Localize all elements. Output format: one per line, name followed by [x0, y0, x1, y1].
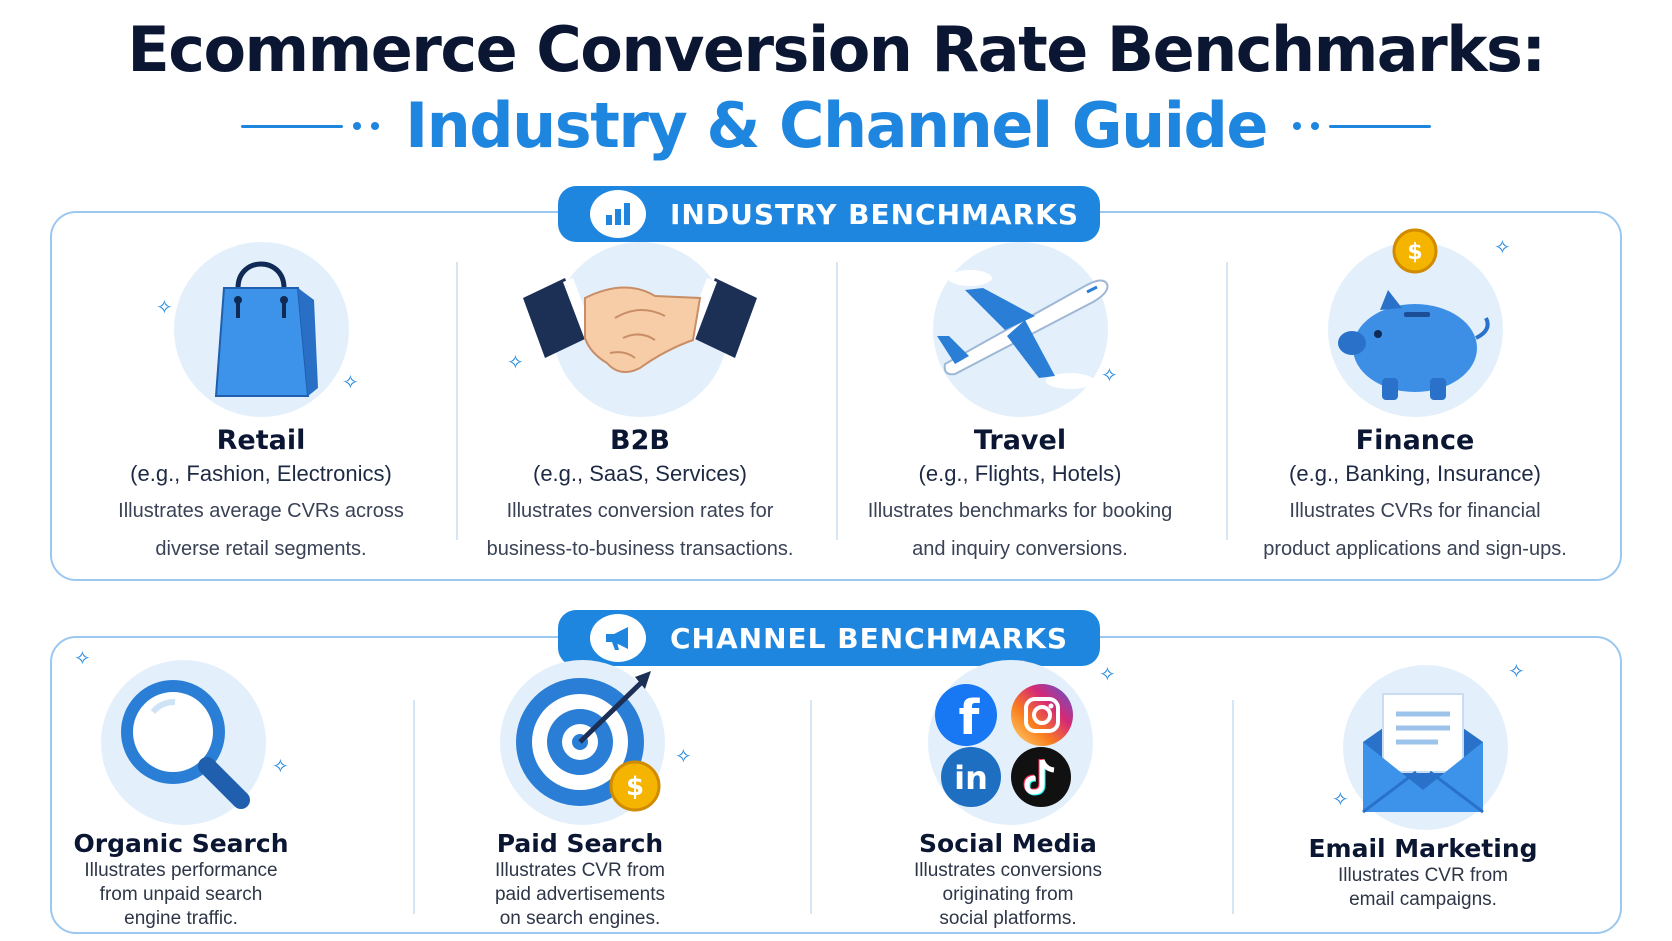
magnifying-glass-icon [121, 680, 250, 809]
ornament-dot [1310, 122, 1319, 130]
channel-description-line: originating from [942, 884, 1074, 905]
megaphone-icon [590, 614, 646, 662]
industry-description-line: Illustrates conversion rates for [506, 500, 774, 522]
channel-name: Organic Search [73, 829, 289, 858]
industry-description-line: business-to-business transactions. [486, 538, 794, 560]
target-icon [516, 671, 651, 806]
sparkle-icon: ✧ [1099, 664, 1116, 686]
sparkle-icon: ✧ [1332, 789, 1349, 811]
column-divider [1226, 262, 1228, 540]
industry-card-b2b: ✧ B2B (e.g., SaaS, Services) Illustrates… [450, 238, 830, 568]
sparkle-icon: ✧ [675, 746, 692, 768]
industry-examples: (e.g., Fashion, Electronics) [130, 461, 392, 486]
ornament-dot [371, 122, 380, 130]
channel-description-line: Illustrates CVR from [495, 860, 665, 881]
sparkle-icon: ✧ [272, 756, 289, 778]
industry-description-line: and inquiry conversions. [912, 538, 1128, 560]
coin-symbol: $ [1407, 240, 1422, 265]
sparkle-icon: ✧ [156, 297, 173, 319]
sparkle-icon: ✧ [507, 352, 524, 374]
column-divider [456, 262, 458, 540]
industry-examples: (e.g., Banking, Insurance) [1289, 461, 1541, 486]
channel-name: Paid Search [496, 829, 664, 858]
industry-examples: (e.g., Flights, Hotels) [918, 461, 1122, 486]
sparkle-icon: ✧ [342, 372, 359, 394]
channel-section-header: CHANNEL BENCHMARKS [558, 610, 1100, 666]
channel-section-label: CHANNEL BENCHMARKS [670, 621, 1069, 655]
channel-description-line: engine traffic. [124, 908, 238, 929]
ornament-line [1328, 124, 1431, 128]
industry-examples: (e.g., SaaS, Services) [533, 461, 747, 486]
industry-description-line: diverse retail segments. [155, 538, 367, 560]
facebook-icon: f [935, 684, 997, 746]
industry-card-travel: ✧ Travel (e.g., Flights, Hotels) Illustr… [830, 238, 1210, 568]
instagram-icon [1011, 684, 1073, 746]
page-title: Ecommerce Conversion Rate Benchmarks: [127, 13, 1546, 86]
airplane-icon [937, 270, 1109, 389]
handshake-icon [523, 278, 757, 373]
ornament-dot [353, 122, 362, 130]
channel-card-email-marketing: ✧ ✧ Email Marketing Illustrates CVR from… [1258, 662, 1588, 934]
linkedin-glyph: in [954, 759, 988, 797]
linkedin-icon: in [941, 747, 1001, 807]
industry-description-line: Illustrates benchmarks for booking [867, 500, 1173, 522]
column-divider [836, 262, 838, 540]
industry-name: Retail [216, 425, 306, 456]
channel-name: Social Media [919, 829, 1097, 858]
channel-description-line: Illustrates CVR from [1338, 865, 1508, 886]
left-ornament [241, 122, 380, 130]
shopping-bag-icon [214, 261, 318, 397]
piggy-bank-icon [1338, 290, 1490, 400]
industry-description-line: product applications and sign-ups. [1263, 538, 1567, 560]
sparkle-icon: ✧ [74, 648, 91, 670]
coin-icon: $ [1392, 228, 1438, 274]
channel-card-social-media: f in ✧ Social Media Illustrates conversi… [843, 657, 1173, 929]
ornament-line [241, 124, 344, 128]
channel-description-line: from unpaid search [99, 884, 263, 905]
industry-section-label: INDUSTRY BENCHMARKS [670, 197, 1079, 231]
column-divider [810, 700, 812, 914]
channel-description-line: Illustrates conversions [914, 860, 1102, 881]
channel-description-line: paid advertisements [494, 884, 666, 905]
channel-description-line: Illustrates performance [84, 860, 278, 881]
coin-icon: $ [609, 760, 661, 812]
coin-symbol: $ [626, 772, 644, 802]
channel-card-organic-search: ✧ ✧ Organic Search Illustrates performan… [16, 649, 346, 929]
industry-card-finance: $ ✧ Finance (e.g., Banking, Insurance) I… [1225, 228, 1605, 568]
industry-description-line: Illustrates CVRs for financial [1289, 500, 1541, 522]
bar-chart-icon [590, 190, 646, 238]
tiktok-icon [1011, 747, 1071, 807]
channel-description-line: social platforms. [939, 908, 1077, 929]
channel-name: Email Marketing [1308, 834, 1538, 863]
industry-name: Finance [1355, 425, 1475, 456]
industry-name: Travel [973, 425, 1067, 456]
sparkle-icon: ✧ [1508, 661, 1525, 683]
channel-card-paid-search: $ ✧ Paid Search Illustrates CVR from pai… [415, 657, 745, 929]
sparkle-icon: ✧ [1494, 237, 1511, 259]
industry-name: B2B [610, 425, 670, 456]
column-divider [1232, 700, 1234, 914]
right-ornament [1292, 122, 1431, 130]
industry-section-header: INDUSTRY BENCHMARKS [558, 186, 1100, 242]
channel-description-line: email campaigns. [1349, 889, 1497, 910]
subtitle-row: Industry & Channel Guide [0, 86, 1672, 166]
channel-description-line: on search engines. [499, 908, 661, 929]
column-divider [413, 700, 415, 914]
industry-description-line: Illustrates average CVRs across [118, 500, 404, 522]
envelope-icon [1362, 693, 1484, 814]
industry-card-retail: ✧ ✧ Retail (e.g., Fashion, Electronics) … [71, 238, 451, 568]
page-subtitle: Industry & Channel Guide [405, 89, 1268, 162]
facebook-glyph: f [959, 690, 981, 746]
sparkle-icon: ✧ [1101, 365, 1118, 387]
ornament-dot [1292, 122, 1301, 130]
